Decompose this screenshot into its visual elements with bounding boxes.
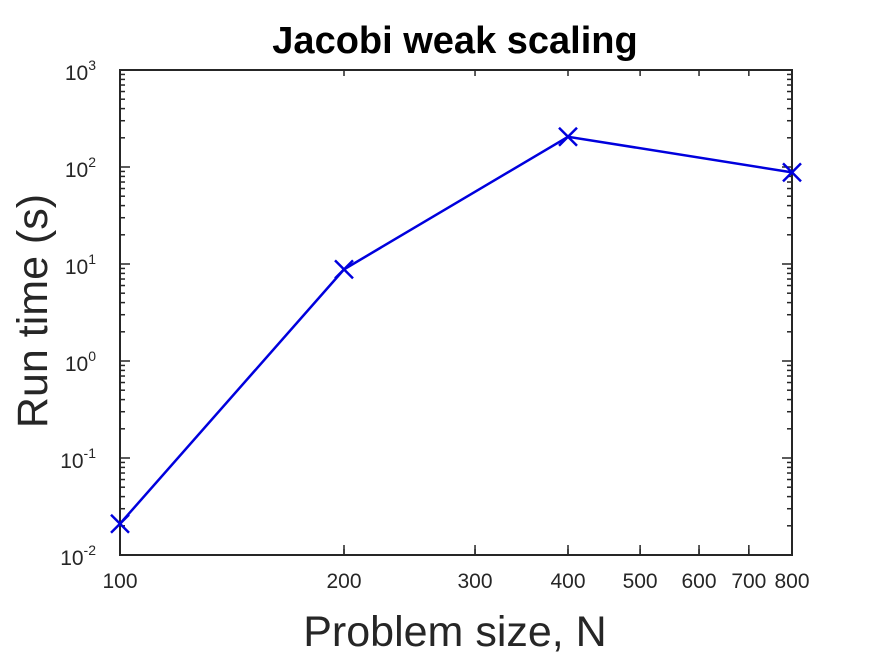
series-line	[119, 135, 793, 525]
y-axis-label: Run time (s)	[9, 194, 57, 428]
data-point	[782, 162, 802, 183]
plot-frame	[119, 69, 793, 556]
x-axis-ticks: 100 200 300 400 500 600 700 800	[102, 545, 810, 593]
y-tick-label: 103	[65, 57, 96, 85]
chart-title: Jacobi weak scaling	[272, 20, 637, 62]
x-axis-label: Problem size, N	[303, 608, 606, 656]
x-tick-label: 500	[623, 570, 658, 593]
y-tick-label: 101	[65, 251, 96, 279]
data-point	[110, 513, 130, 534]
data-point	[334, 259, 354, 280]
x-tick-label: 600	[682, 570, 717, 593]
y-tick-label: 100	[65, 348, 96, 376]
series-layer	[110, 126, 802, 534]
x-tick-label: 700	[731, 570, 766, 593]
x-tick-label: 100	[102, 570, 137, 593]
x-tick-label: 400	[550, 570, 585, 593]
y-axis-ticks: 10-2 10-1 100 101 102 103	[60, 57, 96, 570]
y-tick-label: 102	[65, 154, 96, 182]
x-tick-label: 200	[326, 570, 361, 593]
plot-axes	[119, 69, 793, 556]
x-tick-label: 800	[774, 570, 809, 593]
y-tick-label: 10-1	[60, 445, 96, 473]
data-point	[558, 126, 578, 147]
y-tick-label: 10-2	[60, 542, 96, 570]
x-tick-label: 300	[458, 570, 493, 593]
